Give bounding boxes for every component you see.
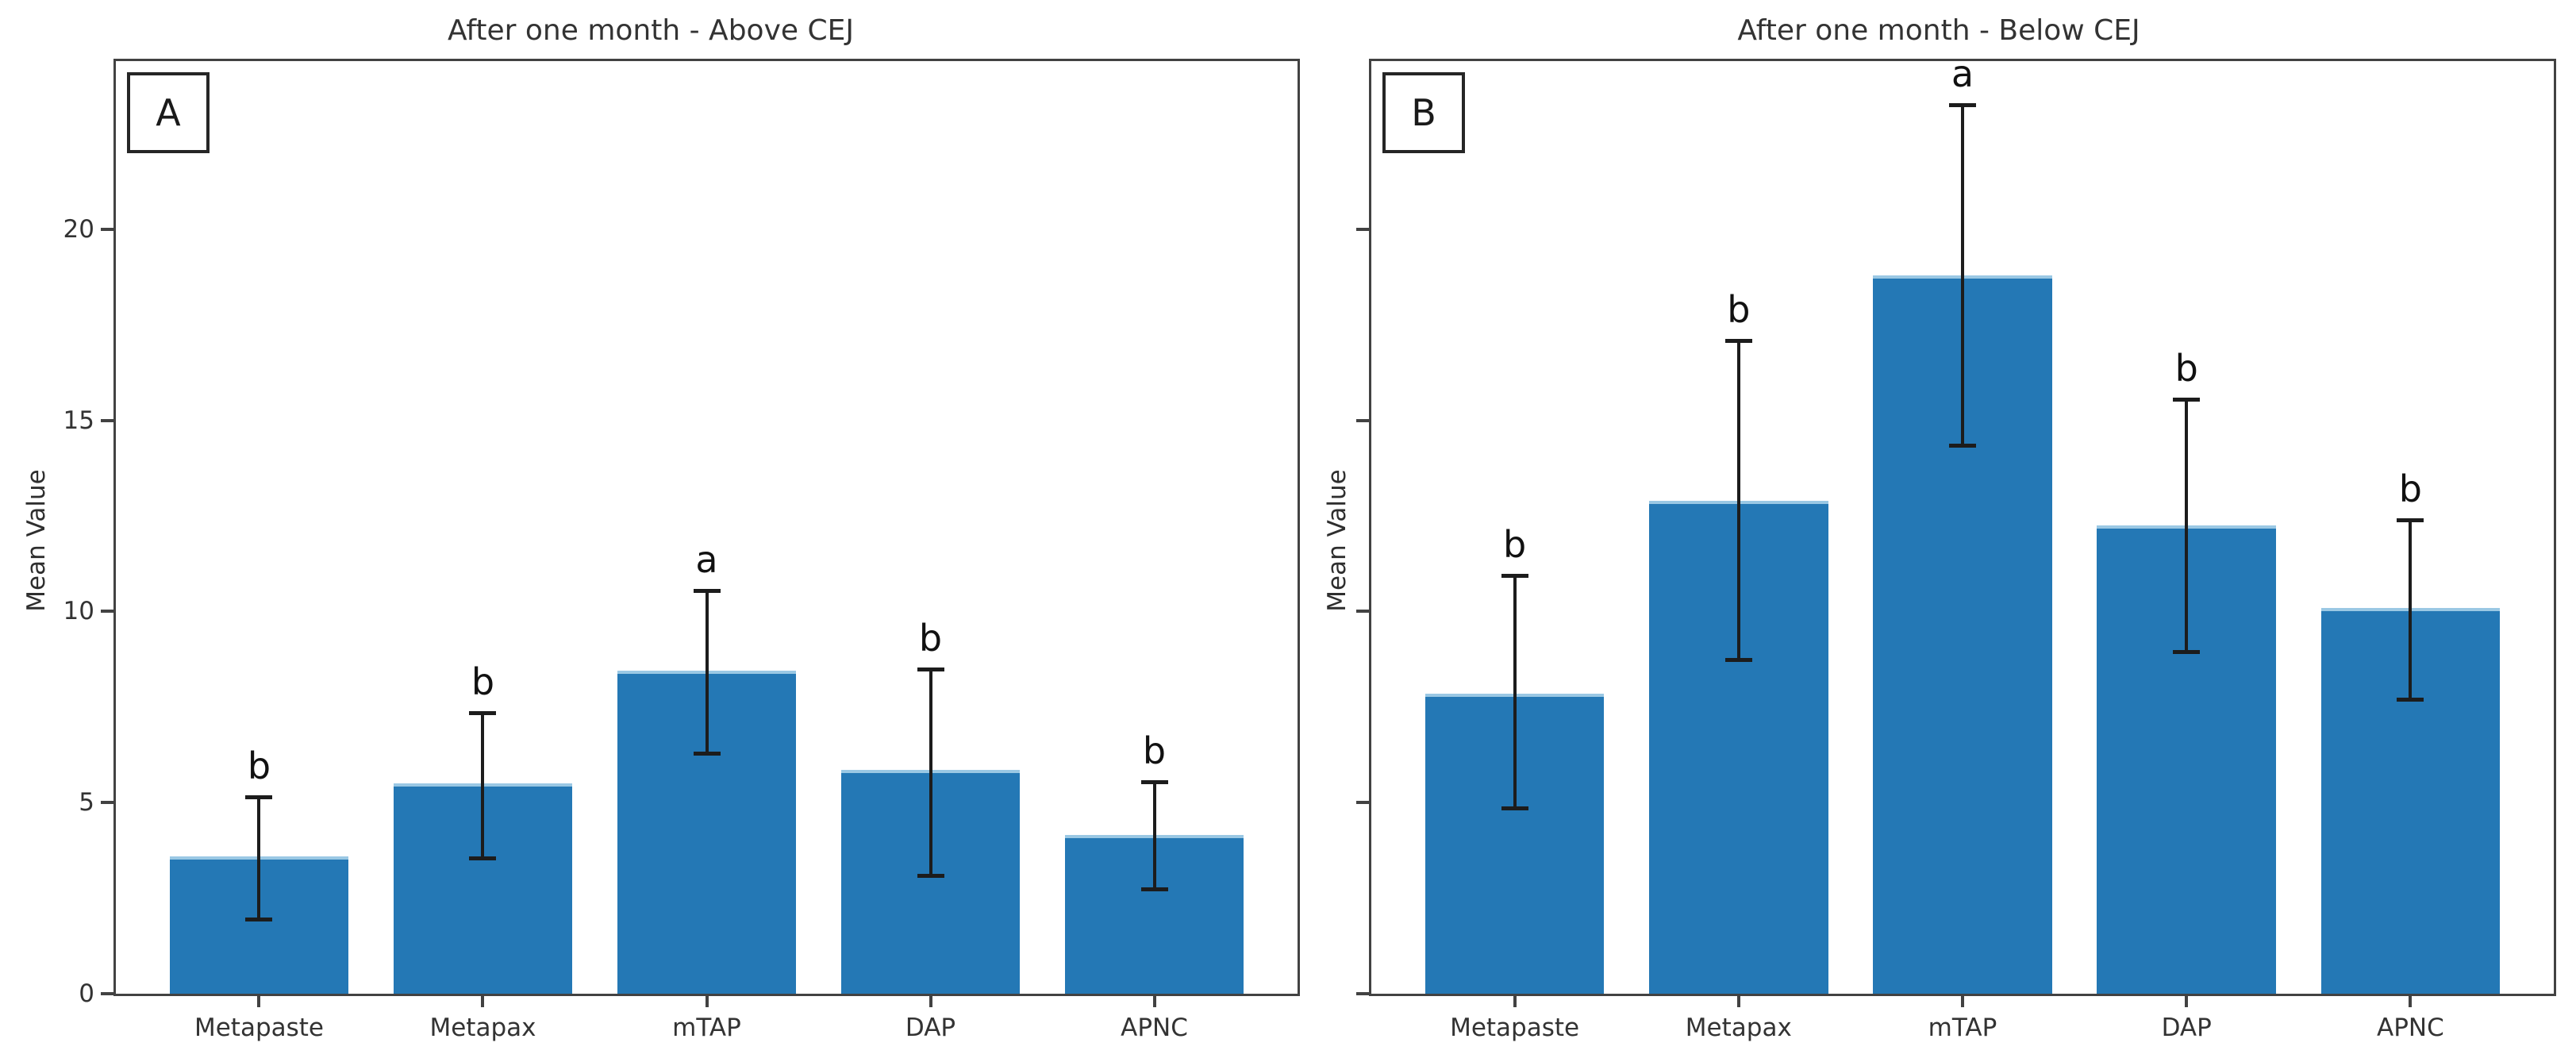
y-tick-label: 10: [63, 597, 94, 626]
x-tick-label: DAP: [2161, 1014, 2212, 1042]
y-tick-label: 15: [63, 406, 94, 435]
significance-letter: b: [1142, 729, 1167, 772]
error-bar-stem: [257, 796, 261, 920]
y-axis-tick: [1356, 610, 1369, 614]
error-bar-stem: [1961, 105, 1964, 445]
y-axis-tick: [101, 992, 113, 995]
error-bar-cap-bottom: [917, 873, 944, 878]
x-axis-tick: [2185, 996, 2189, 1007]
x-axis-tick: [2409, 996, 2413, 1007]
panel-letter-badge: A: [127, 72, 210, 153]
error-bar-cap-bottom: [1949, 443, 1976, 448]
error-bar-stem: [705, 590, 709, 753]
significance-letter: b: [471, 660, 495, 704]
error-bar-cap-top: [1949, 103, 1976, 108]
x-tick-label: mTAP: [672, 1014, 741, 1042]
y-axis-tick: [101, 801, 113, 805]
error-bar-stem: [2185, 399, 2189, 652]
y-axis-tick: [101, 610, 113, 614]
error-bar-cap-top: [469, 711, 497, 716]
chart-title: After one month - Below CEJ: [1737, 14, 2140, 47]
y-axis-tick: [1356, 992, 1369, 995]
plot-area: B b Metapaste b Metapax a mTAP b DAP b APNC: [1356, 52, 2556, 1041]
y-axis-tick: [1356, 418, 1369, 422]
significance-letter: b: [247, 744, 271, 787]
error-bar-stem: [1736, 340, 1740, 660]
x-axis-tick: [481, 996, 485, 1007]
error-bar-stem: [481, 713, 485, 859]
plot-area: A 0 5 10 15 20 b Metapaste b Metapax a mTAP b DAP b AP…: [63, 59, 1300, 1041]
error-bar-cap-bottom: [469, 856, 497, 861]
y-tick-label: 0: [79, 979, 94, 1008]
y-tick-label: 5: [79, 788, 94, 818]
y-axis-tick: [101, 227, 113, 231]
error-bar-stem: [929, 668, 932, 875]
x-tick-label: Metapaste: [1450, 1014, 1580, 1042]
error-bar-cap-bottom: [245, 918, 273, 922]
significance-letter: b: [1727, 287, 1751, 331]
error-bar-cap-bottom: [1140, 887, 1168, 891]
significance-letter: b: [2398, 467, 2422, 510]
x-axis-tick: [257, 996, 261, 1007]
x-tick-label: DAP: [905, 1014, 956, 1042]
significance-letter: b: [2174, 347, 2198, 390]
significance-letter: b: [918, 616, 943, 660]
error-bar-cap-bottom: [1724, 657, 1752, 662]
error-bar-cap-bottom: [2173, 650, 2201, 654]
significance-letter: b: [1502, 522, 1527, 566]
error-bar-cap-top: [2397, 517, 2424, 522]
error-bar-cap-bottom: [1501, 806, 1528, 811]
error-bar-cap-top: [245, 794, 273, 799]
x-axis-tick: [1513, 996, 1517, 1007]
x-tick-label: Metapax: [1685, 1014, 1792, 1042]
error-bar-cap-top: [1501, 573, 1528, 578]
panel-below-cej: After one month - Below CEJ Mean Value B…: [1301, 0, 2576, 1058]
chart-title: After one month - Above CEJ: [448, 14, 854, 47]
error-bar-cap-top: [917, 667, 944, 671]
error-bar-cap-top: [1724, 338, 1752, 343]
y-axis-tick: [101, 418, 113, 422]
x-axis-tick: [1152, 996, 1156, 1007]
x-tick-label: APNC: [2377, 1014, 2444, 1042]
x-tick-label: APNC: [1121, 1014, 1188, 1042]
x-tick-label: Metapaste: [194, 1014, 324, 1042]
y-axis-label: Mean Value: [1323, 469, 1351, 612]
x-axis-tick: [1736, 996, 1740, 1007]
error-bar-stem: [1152, 781, 1156, 889]
y-axis-tick: [1356, 227, 1369, 231]
significance-letter: a: [695, 537, 718, 581]
error-bar-cap-top: [2173, 398, 2201, 402]
error-bar-cap-bottom: [2397, 698, 2424, 702]
x-axis-tick: [929, 996, 932, 1007]
panel-letter-badge: B: [1382, 72, 1465, 153]
panel-above-cej: After one month - Above CEJ Mean Value A…: [22, 14, 1300, 1041]
x-axis-tick: [1961, 996, 1964, 1007]
error-bar-stem: [1513, 575, 1517, 809]
y-axis-label: Mean Value: [22, 469, 51, 612]
y-axis-tick: [1356, 801, 1369, 805]
error-bar-cap-bottom: [693, 751, 721, 756]
error-bar-cap-top: [693, 588, 721, 593]
x-axis-tick: [705, 996, 709, 1007]
y-tick-label: 20: [63, 214, 94, 244]
error-bar-stem: [2409, 519, 2413, 700]
x-tick-label: mTAP: [1928, 1014, 1997, 1042]
error-bar-cap-top: [1140, 779, 1168, 784]
significance-letter: a: [1951, 52, 1974, 96]
x-tick-label: Metapax: [429, 1014, 536, 1042]
